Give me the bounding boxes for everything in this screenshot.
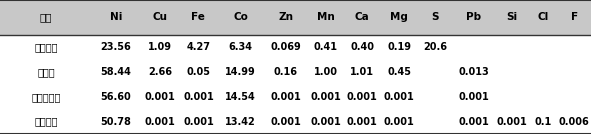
Text: 0.16: 0.16 — [274, 67, 298, 77]
Text: 0.001: 0.001 — [459, 92, 489, 102]
Text: 0.069: 0.069 — [270, 42, 301, 52]
Text: Mn: Mn — [317, 12, 335, 22]
Text: 1.00: 1.00 — [313, 67, 337, 77]
Text: 0.001: 0.001 — [310, 117, 341, 127]
Text: 0.19: 0.19 — [387, 42, 411, 52]
Text: 0.001: 0.001 — [347, 92, 378, 102]
Text: 0.001: 0.001 — [310, 92, 341, 102]
Text: 20.6: 20.6 — [423, 42, 447, 52]
Text: 1.09: 1.09 — [148, 42, 172, 52]
Text: 0.001: 0.001 — [459, 117, 489, 127]
Text: Ni: Ni — [110, 12, 122, 22]
Text: 0.013: 0.013 — [459, 67, 489, 77]
Text: 14.99: 14.99 — [225, 67, 256, 77]
Text: 56.60: 56.60 — [100, 92, 131, 102]
Text: 0.001: 0.001 — [270, 92, 301, 102]
Text: Pb: Pb — [466, 12, 482, 22]
Text: 58.44: 58.44 — [100, 67, 131, 77]
Text: Mg: Mg — [390, 12, 408, 22]
Text: 0.001: 0.001 — [270, 117, 301, 127]
Text: 0.05: 0.05 — [186, 67, 210, 77]
Text: 23.56: 23.56 — [100, 42, 131, 52]
Text: 0.001: 0.001 — [496, 117, 527, 127]
Text: 0.40: 0.40 — [350, 42, 374, 52]
Text: 13.42: 13.42 — [225, 117, 256, 127]
Text: 0.001: 0.001 — [347, 117, 378, 127]
Text: 0.001: 0.001 — [144, 117, 175, 127]
Bar — [0, 0, 591, 35]
Text: 1.01: 1.01 — [350, 67, 374, 77]
Text: Cu: Cu — [152, 12, 167, 22]
Text: Si: Si — [506, 12, 517, 22]
Text: Zn: Zn — [278, 12, 293, 22]
Text: 镍钴清液: 镍钴清液 — [34, 117, 58, 127]
Text: 50.78: 50.78 — [100, 117, 131, 127]
Text: 0.001: 0.001 — [144, 92, 175, 102]
Text: 0.45: 0.45 — [387, 67, 411, 77]
Text: 2.66: 2.66 — [148, 67, 172, 77]
Text: 0.001: 0.001 — [384, 117, 414, 127]
Text: 0.001: 0.001 — [183, 92, 214, 102]
Text: 0.1: 0.1 — [534, 117, 551, 127]
Text: Cl: Cl — [537, 12, 548, 22]
Text: 浸出液: 浸出液 — [37, 67, 55, 77]
Text: 6.34: 6.34 — [229, 42, 252, 52]
Text: 4.27: 4.27 — [186, 42, 210, 52]
Text: 0.006: 0.006 — [559, 117, 590, 127]
Text: 原料成分: 原料成分 — [34, 42, 58, 52]
Text: 0.41: 0.41 — [313, 42, 337, 52]
Text: 元素: 元素 — [40, 12, 52, 22]
Text: Ca: Ca — [355, 12, 370, 22]
Text: Fe: Fe — [191, 12, 205, 22]
Text: 14.54: 14.54 — [225, 92, 256, 102]
Text: S: S — [431, 12, 439, 22]
Text: Co: Co — [233, 12, 248, 22]
Text: 0.001: 0.001 — [183, 117, 214, 127]
Text: F: F — [571, 12, 578, 22]
Text: 0.001: 0.001 — [384, 92, 414, 102]
Text: 除钙镁后液: 除钙镁后液 — [31, 92, 61, 102]
